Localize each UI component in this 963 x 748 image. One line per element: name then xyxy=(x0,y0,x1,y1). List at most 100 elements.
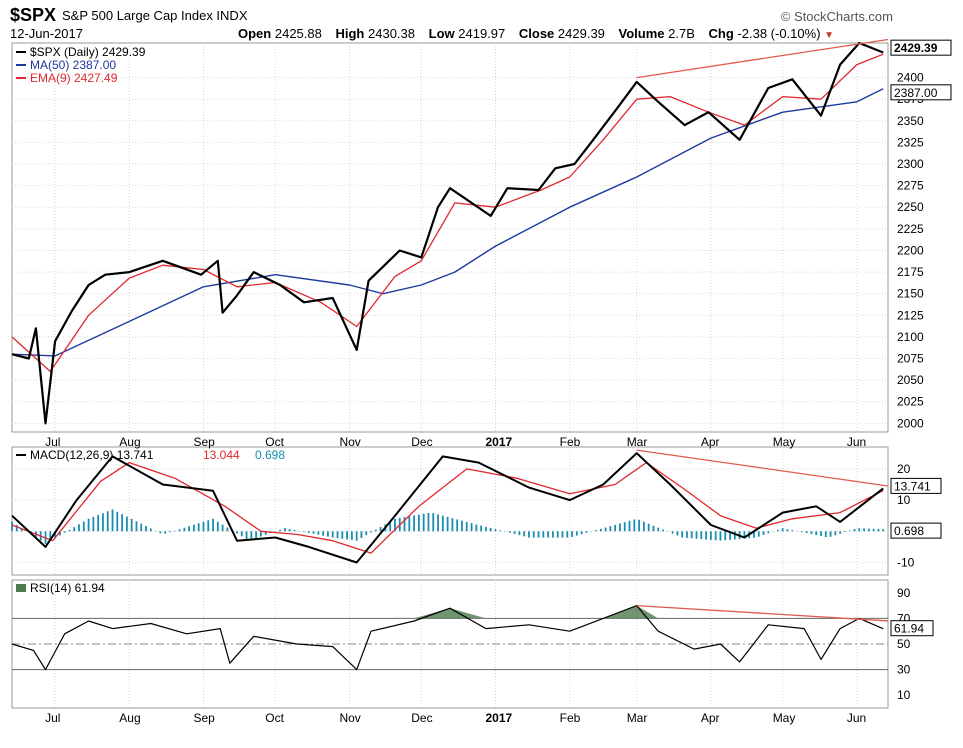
macd-histogram-bar xyxy=(437,514,439,532)
macd-histogram-bar xyxy=(743,531,746,539)
x-tick-label: Jun xyxy=(847,711,866,725)
macd-histogram-bar xyxy=(542,531,545,538)
macd-histogram-bar xyxy=(556,531,559,538)
macd-histogram-bar xyxy=(695,531,698,539)
macd-histogram-bar xyxy=(575,531,578,536)
x-tick-label: Oct xyxy=(265,435,284,449)
macd-tick-label: -10 xyxy=(897,556,915,570)
quote-bar: Open 2425.88 High 2430.38 Low 2419.97 Cl… xyxy=(238,26,834,41)
macd-histogram-bar xyxy=(226,527,229,532)
macd-histogram-bar xyxy=(705,531,707,540)
macd-histogram-bar xyxy=(805,531,808,534)
x-tick-label: May xyxy=(773,711,796,725)
macd-histogram-bar xyxy=(322,531,325,536)
macd-histogram-bar xyxy=(585,531,588,533)
macd-histogram-bar xyxy=(327,531,329,537)
macd-histogram-bar xyxy=(781,528,784,532)
rsi-tick-label: 30 xyxy=(897,663,911,677)
chart-date: 12-Jun-2017 xyxy=(10,26,83,41)
macd-histogram-bar xyxy=(777,529,779,532)
macd-histogram-bar xyxy=(394,518,396,532)
macd-histogram-bar xyxy=(125,516,128,532)
price-tick-label: 2150 xyxy=(897,287,924,301)
down-triangle-icon: ▼ xyxy=(824,30,835,41)
macd-histogram-bar xyxy=(54,531,56,539)
macd-histogram-bar xyxy=(523,531,526,537)
x-tick-label: Aug xyxy=(119,435,140,449)
price-tick-label: 2250 xyxy=(897,200,924,214)
series-line--spx-daily- xyxy=(11,41,884,425)
macd-histogram-bar xyxy=(882,529,885,532)
macd-histogram-bar xyxy=(303,531,305,532)
macd-histogram-bar xyxy=(513,531,516,534)
open-value: 2425.88 xyxy=(274,26,322,41)
chg-label: Chg xyxy=(708,26,734,41)
macd-histogram-bar xyxy=(49,531,52,542)
macd-histogram-bar xyxy=(547,531,550,538)
legend-entry: $SPX (Daily) 2429.39 xyxy=(30,45,146,59)
macd-histogram-bar xyxy=(465,521,468,532)
x-tick-label: Feb xyxy=(560,711,581,725)
macd-histogram-bar xyxy=(350,531,353,541)
legend-entry: EMA(9) 2427.49 xyxy=(30,71,118,85)
price-value-tag-box xyxy=(890,39,952,56)
macd-histogram-bar xyxy=(240,531,243,537)
macd-value-tag-box xyxy=(890,477,942,494)
x-tick-label: Jun xyxy=(847,435,866,449)
macd-histogram-bar xyxy=(336,531,339,539)
price-tick-label: 2325 xyxy=(897,135,924,149)
low-label: Low xyxy=(428,26,455,41)
macd-value-tag: 0.698 xyxy=(894,524,924,538)
price-tick-label: 2200 xyxy=(897,243,924,257)
x-tick-label: Apr xyxy=(701,711,720,725)
x-tick-label: Jul xyxy=(45,435,60,449)
macd-histogram-bar xyxy=(15,525,18,532)
macd-line-signal xyxy=(11,461,884,554)
x-tick-label: Mar xyxy=(627,435,648,449)
close-label: Close xyxy=(518,26,555,41)
macd-histogram-bar xyxy=(499,530,502,532)
macd-histogram-bar xyxy=(264,531,267,535)
price-tick-label: 2400 xyxy=(897,71,924,85)
macd-histogram-bar xyxy=(82,521,85,532)
macd-histogram-bar xyxy=(149,528,152,532)
macd-histogram-bar xyxy=(20,528,23,532)
price-tick-label: 2125 xyxy=(897,308,924,322)
macd-histogram-bar xyxy=(135,521,138,532)
x-tick-label: Oct xyxy=(265,711,284,725)
macd-histogram-bar xyxy=(571,531,573,537)
macd-histogram-bar xyxy=(867,528,870,532)
macd-histogram-bar xyxy=(417,514,420,532)
brand-watermark: © StockCharts.com xyxy=(780,9,893,24)
macd-histogram-bar xyxy=(619,523,621,532)
macd-histogram-bar xyxy=(714,531,717,541)
macd-histogram-bar xyxy=(676,531,679,536)
high-label: High xyxy=(335,26,365,41)
macd-histogram-bar xyxy=(470,523,473,532)
macd-histogram-bar xyxy=(245,531,248,540)
macd-histogram-bar xyxy=(566,531,569,538)
macd-histogram-bar xyxy=(63,531,66,533)
price-tick-label: 2000 xyxy=(897,416,924,430)
macd-histogram-bar xyxy=(810,531,813,535)
macd-value-tag-box xyxy=(890,522,942,539)
x-tick-label: Nov xyxy=(339,711,360,725)
low-value: 2419.97 xyxy=(458,26,506,41)
macd-histogram-bar xyxy=(475,524,478,532)
macd-histogram-bar xyxy=(494,529,497,532)
rsi-tick-label: 50 xyxy=(897,637,911,651)
macd-histogram-bar xyxy=(140,523,143,532)
macd-legend-entry: MACD(12,26,9) 13.741 xyxy=(30,448,154,462)
x-tick-label: Mar xyxy=(627,711,648,725)
price-tick-label: 2300 xyxy=(897,157,924,171)
macd-histogram-bar xyxy=(456,519,459,532)
macd-histogram-bar xyxy=(413,515,415,532)
macd-histogram-bar xyxy=(365,531,368,536)
macd-histogram-bar xyxy=(197,523,200,532)
macd-histogram-bar xyxy=(432,513,435,532)
volume-label: Volume xyxy=(618,26,665,41)
macd-histogram-bar xyxy=(709,531,712,540)
signal-legend-entry: 13.044 xyxy=(203,448,240,462)
macd-histogram-bar xyxy=(312,531,315,534)
macd-histogram-bar xyxy=(293,530,296,532)
